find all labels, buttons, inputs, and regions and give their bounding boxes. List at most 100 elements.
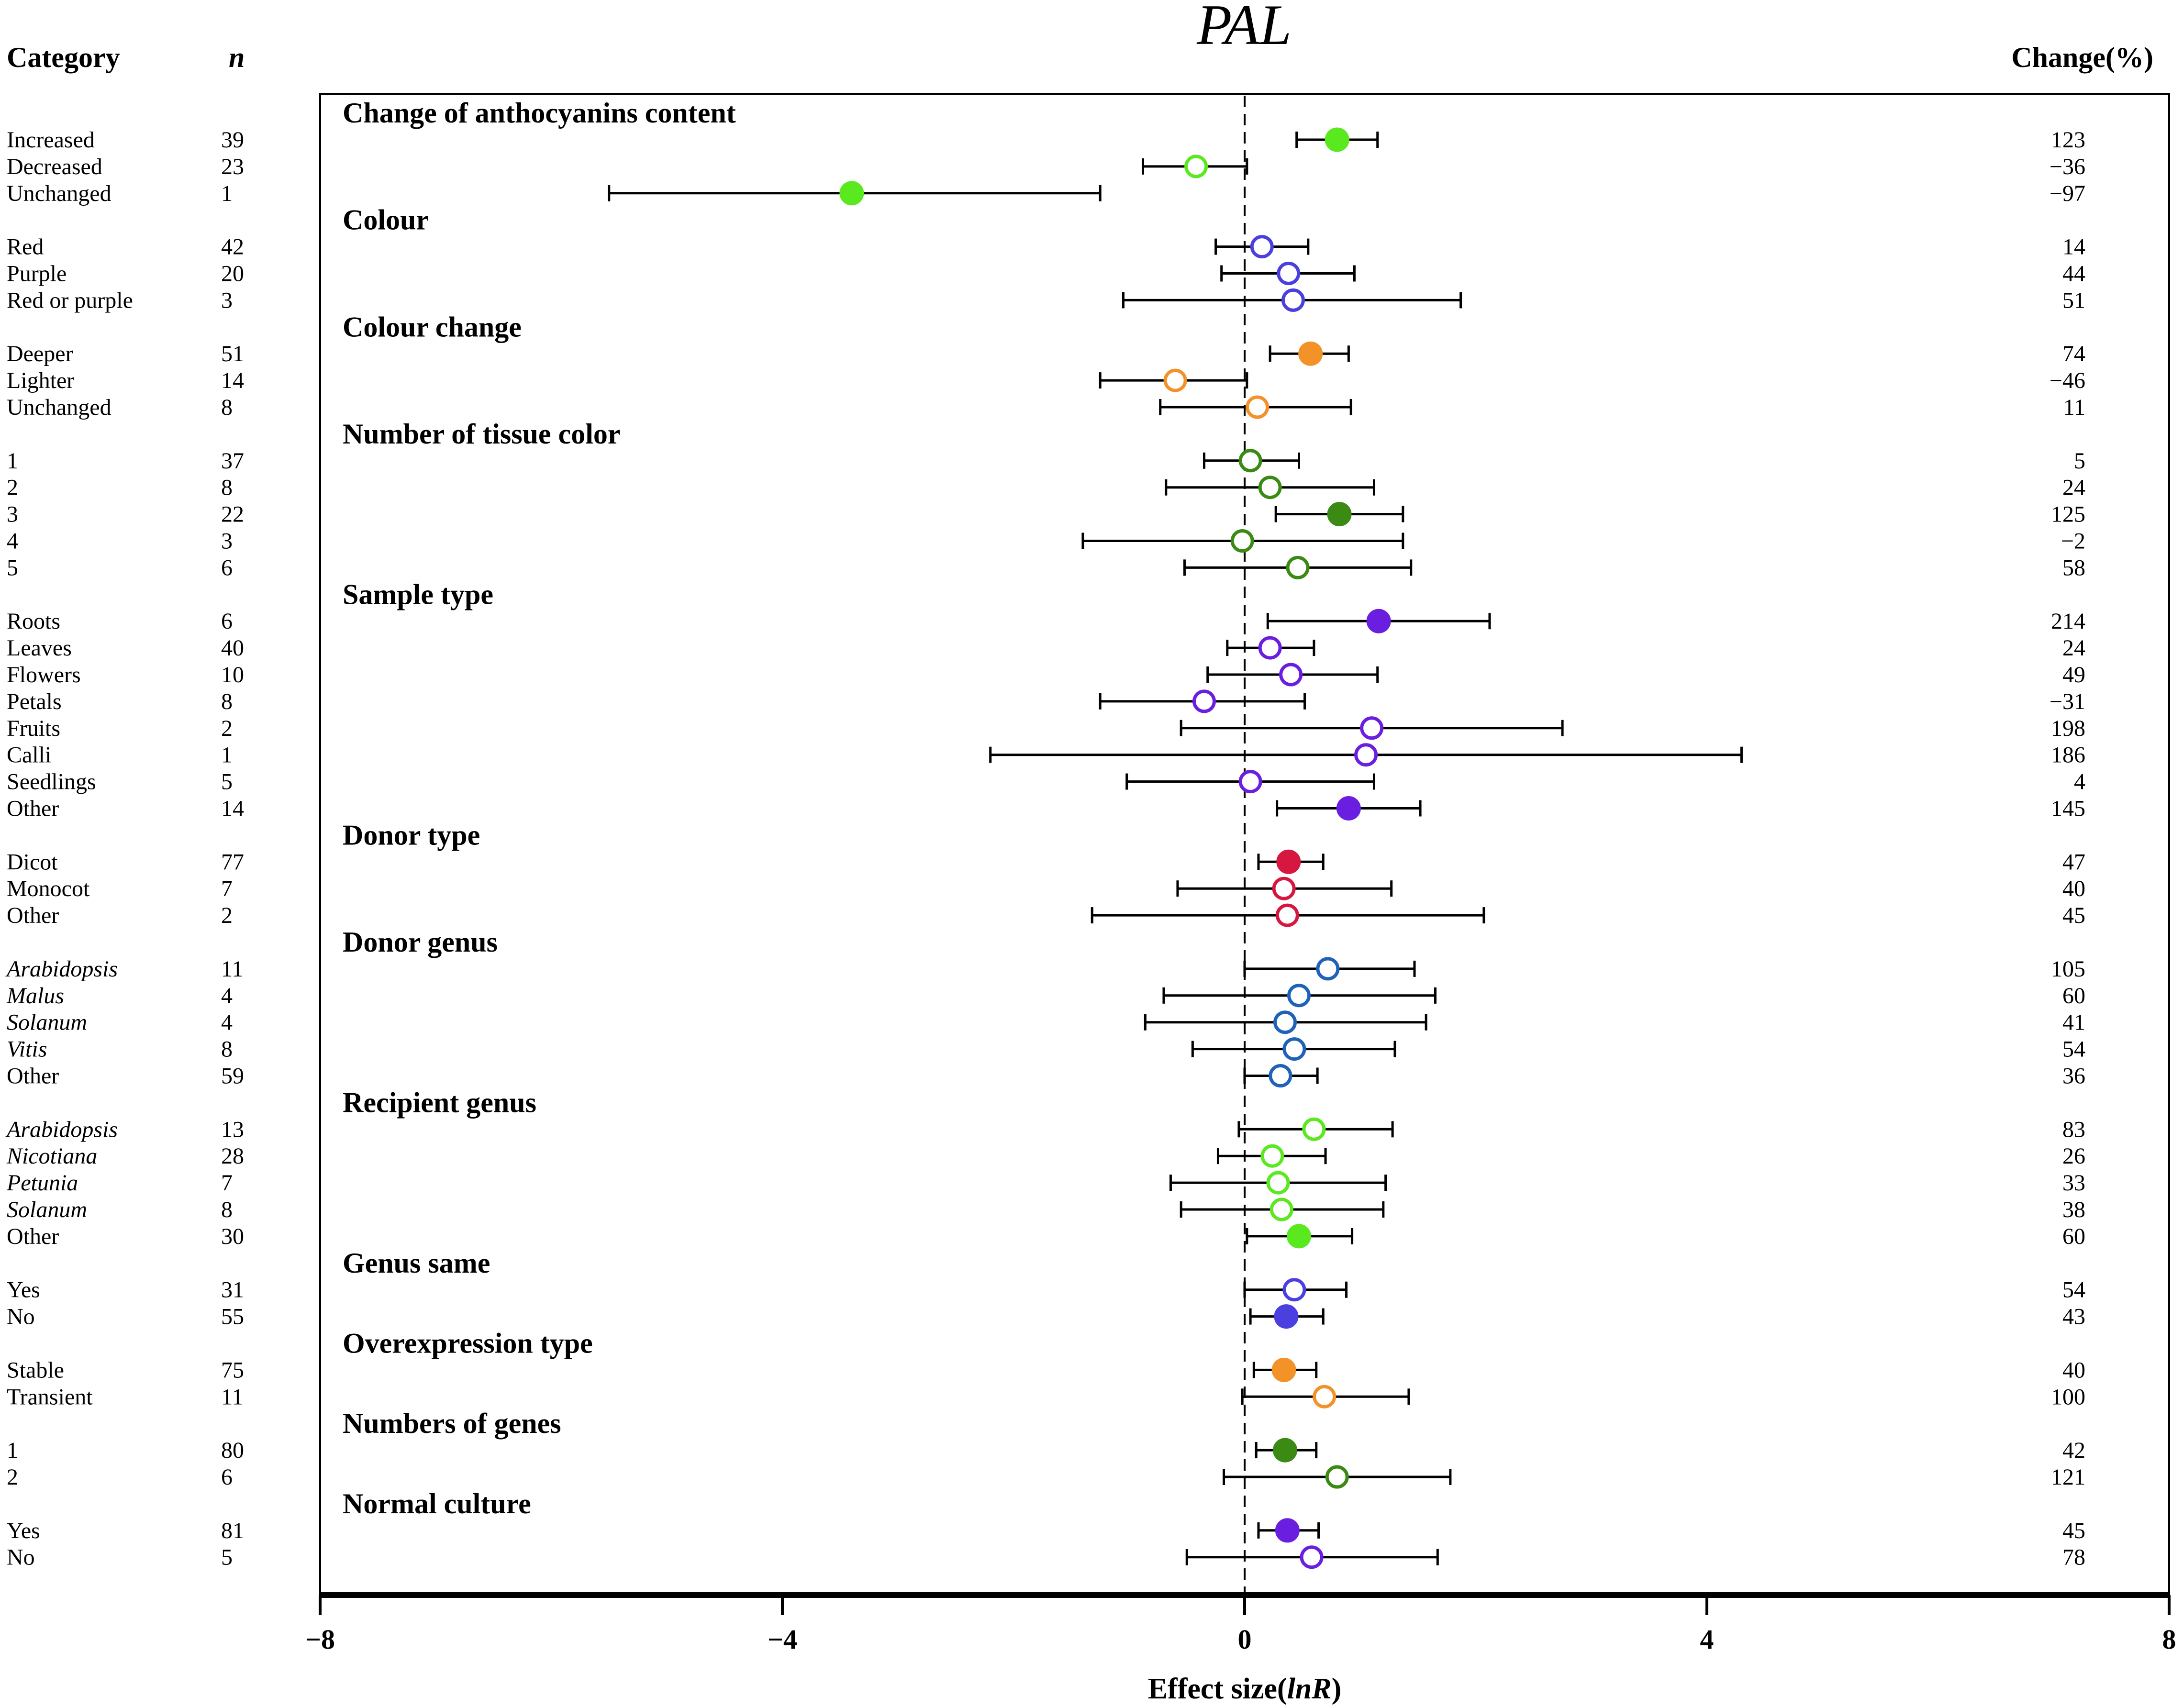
row-n-value: 11	[221, 956, 243, 982]
row-category-label: No	[7, 1304, 35, 1330]
row-category-label: Lighter	[7, 368, 74, 393]
row-category-label: Petals	[7, 689, 62, 714]
row-n-value: 8	[221, 395, 233, 420]
effect-point-open	[1279, 663, 1303, 687]
row-labels: Change of anthocyanins content Increased 3…	[5, 97, 2085, 1570]
row-change-value: 42	[2062, 1438, 2085, 1463]
effect-point-open	[1302, 1117, 1326, 1141]
group-label: Donor type	[343, 819, 480, 851]
row-n-value: 13	[221, 1117, 244, 1142]
row-category-label: 5	[7, 555, 18, 580]
row-n-value: 6	[221, 1464, 233, 1490]
row-change-value: 54	[2062, 1277, 2085, 1303]
row-category-label: Solanum	[7, 1197, 87, 1222]
row-change-value: −97	[2049, 181, 2085, 206]
effect-point-open	[1281, 288, 1305, 312]
row-category-label: Other	[7, 1224, 59, 1249]
row-change-value: 33	[2062, 1170, 2085, 1196]
effect-point-filled	[1366, 609, 1391, 633]
row-change-value: 41	[2062, 1010, 2085, 1035]
row-category-label: Deeper	[7, 341, 73, 366]
row-change-value: 214	[2051, 609, 2085, 634]
row-category-label: Roots	[7, 609, 60, 634]
category-column-header: Category	[7, 42, 120, 73]
x-axis-label-suffix: )	[1332, 1673, 1342, 1705]
effect-point-filled	[1275, 1518, 1300, 1543]
row-change-value: 78	[2062, 1545, 2085, 1570]
row-category-label: Stable	[7, 1357, 64, 1383]
row-change-value: 44	[2062, 261, 2085, 287]
effect-point-filled	[1336, 796, 1361, 821]
row-category-label: Arabidopsis	[5, 1117, 118, 1142]
group-label: Colour	[343, 204, 429, 236]
effect-point-open	[1246, 395, 1270, 419]
effect-point-open	[1192, 689, 1216, 713]
row-change-value: 49	[2062, 662, 2085, 688]
x-axis: −8 −4 0 4 8	[305, 1592, 2176, 1655]
row-n-value: 3	[221, 288, 233, 313]
effect-point-open	[1163, 368, 1187, 392]
row-n-value: 75	[221, 1357, 244, 1383]
effect-point-filled	[1327, 502, 1352, 527]
group-label: Sample type	[343, 578, 493, 610]
effect-point-open	[1260, 1144, 1284, 1168]
row-n-value: 30	[221, 1224, 244, 1249]
row-change-value: 24	[2062, 635, 2085, 661]
row-change-value: 43	[2062, 1304, 2085, 1330]
group-label: Genus same	[343, 1247, 490, 1279]
row-n-value: 7	[221, 1170, 233, 1196]
n-column-header: n	[229, 42, 245, 73]
x-axis-label-variable: lnR	[1287, 1673, 1332, 1705]
row-n-value: 6	[221, 555, 233, 580]
row-n-value: 10	[221, 662, 244, 688]
row-n-value: 81	[221, 1518, 244, 1543]
effect-point-open	[1258, 476, 1282, 499]
row-n-value: 8	[221, 1037, 233, 1062]
row-n-value: 8	[221, 689, 233, 714]
row-n-value: 8	[221, 1197, 233, 1222]
row-category-label: Red or purple	[7, 288, 133, 313]
effect-point-open	[1250, 235, 1274, 259]
group-label: Change of anthocyanins content	[343, 97, 736, 129]
x-tick-label: −4	[768, 1624, 797, 1655]
row-n-value: 80	[221, 1438, 244, 1463]
row-change-value: 14	[2062, 234, 2085, 260]
effect-point-open	[1354, 743, 1378, 767]
row-change-value: 26	[2062, 1143, 2085, 1169]
row-change-value: 5	[2074, 448, 2085, 474]
row-n-value: 8	[221, 475, 233, 500]
row-change-value: 74	[2062, 341, 2085, 366]
row-n-value: 7	[221, 876, 233, 901]
group-label: Recipient genus	[343, 1087, 536, 1118]
effect-point-open	[1360, 716, 1384, 740]
row-category-label: Unchanged	[7, 181, 111, 206]
effect-point-open	[1325, 1465, 1349, 1489]
row-category-label: 2	[7, 1464, 18, 1490]
x-tick-label: 4	[1700, 1624, 1714, 1655]
row-category-label: Flowers	[7, 662, 81, 688]
row-change-value: 125	[2051, 502, 2085, 527]
row-change-value: 47	[2062, 849, 2085, 875]
effect-point-open	[1282, 1037, 1306, 1061]
row-category-label: 4	[7, 529, 18, 554]
group-label: Normal culture	[343, 1488, 531, 1519]
row-n-value: 59	[221, 1064, 244, 1089]
row-category-label: Arabidopsis	[5, 956, 118, 982]
plot-layer	[608, 96, 1743, 1595]
row-change-value: 40	[2062, 1357, 2085, 1383]
row-change-value: 198	[2051, 716, 2085, 741]
row-category-label: Dicot	[7, 849, 58, 875]
effect-point-filled	[839, 181, 864, 206]
effect-point-filled	[1271, 1357, 1296, 1382]
row-change-value: 11	[2063, 395, 2085, 420]
row-n-value: 3	[221, 529, 233, 554]
effect-point-filled	[1287, 1224, 1312, 1249]
effect-point-open	[1282, 1278, 1306, 1302]
effect-point-open	[1266, 1171, 1290, 1195]
effect-point-filled	[1273, 1438, 1298, 1463]
row-category-label: 3	[7, 502, 18, 527]
row-n-value: 1	[221, 181, 233, 206]
x-tick-label: 0	[1238, 1624, 1252, 1655]
